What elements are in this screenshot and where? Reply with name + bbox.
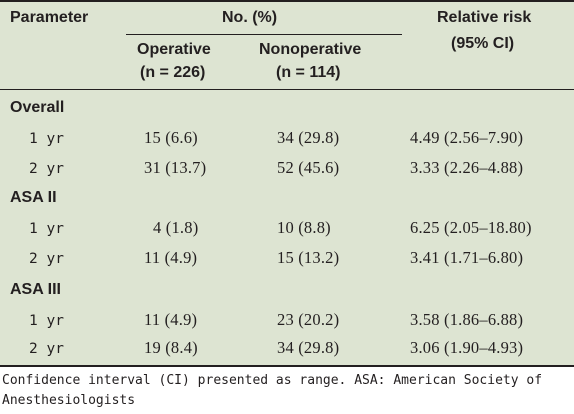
section-label-asa-iii: ASA III [10,281,61,298]
row-relative-risk: 3.33 (2.26–4.88) [410,158,524,177]
header-parameter: Parameter [10,9,89,26]
header-nonoperative: Nonoperative [259,41,362,58]
footnote-line: Anesthesiologists [2,393,136,408]
header-relative-risk-ci: (95% CI) [451,35,515,52]
row-period: 2 yr [29,251,64,267]
row-operative: 4 (1.8) [153,218,199,237]
row-relative-risk: 4.49 (2.56–7.90) [410,128,524,147]
row-period: 2 yr [29,341,64,357]
row-operative: 11 (4.9) [144,248,198,267]
row-nonoperative: 15 (13.2) [277,248,340,267]
row-period: 2 yr [29,161,64,177]
row-period: 1 yr [29,221,64,237]
subheader-rule [126,34,402,35]
section-label-asa-ii: ASA II [10,189,57,206]
row-nonoperative: 34 (29.8) [277,128,340,147]
table-background [0,0,574,366]
row-relative-risk: 3.58 (1.86–6.88) [410,310,524,329]
header-operative: Operative [137,41,211,58]
row-relative-risk: 3.06 (1.90–4.93) [410,338,524,357]
section-label-overall: Overall [10,99,65,116]
header-no-pct: No. (%) [222,9,278,26]
row-operative: 31 (13.7) [144,158,207,177]
row-nonoperative: 10 (8.8) [277,218,331,237]
table-top-rule [0,0,574,2]
row-relative-risk: 3.41 (1.71–6.80) [410,248,524,267]
row-nonoperative: 23 (20.2) [277,310,340,329]
row-period: 1 yr [29,131,64,147]
header-operative-n: (n = 226) [140,64,206,81]
footnote-line: Confidence interval (CI) presented as ra… [2,373,543,388]
row-operative: 15 (6.6) [144,128,198,147]
table-footnote: Confidence interval (CI) presented as ra… [2,371,574,411]
header-nonoperative-n: (n = 114) [276,64,341,81]
header-relative-risk: Relative risk [437,9,532,26]
row-operative: 11 (4.9) [144,310,198,329]
row-nonoperative: 52 (45.6) [277,158,340,177]
table-bottom-rule [0,365,574,367]
row-operative: 19 (8.4) [144,338,198,357]
header-bottom-rule [0,89,574,90]
row-period: 1 yr [29,313,64,329]
row-relative-risk: 6.25 (2.05–18.80) [410,218,532,237]
row-nonoperative: 34 (29.8) [277,338,340,357]
